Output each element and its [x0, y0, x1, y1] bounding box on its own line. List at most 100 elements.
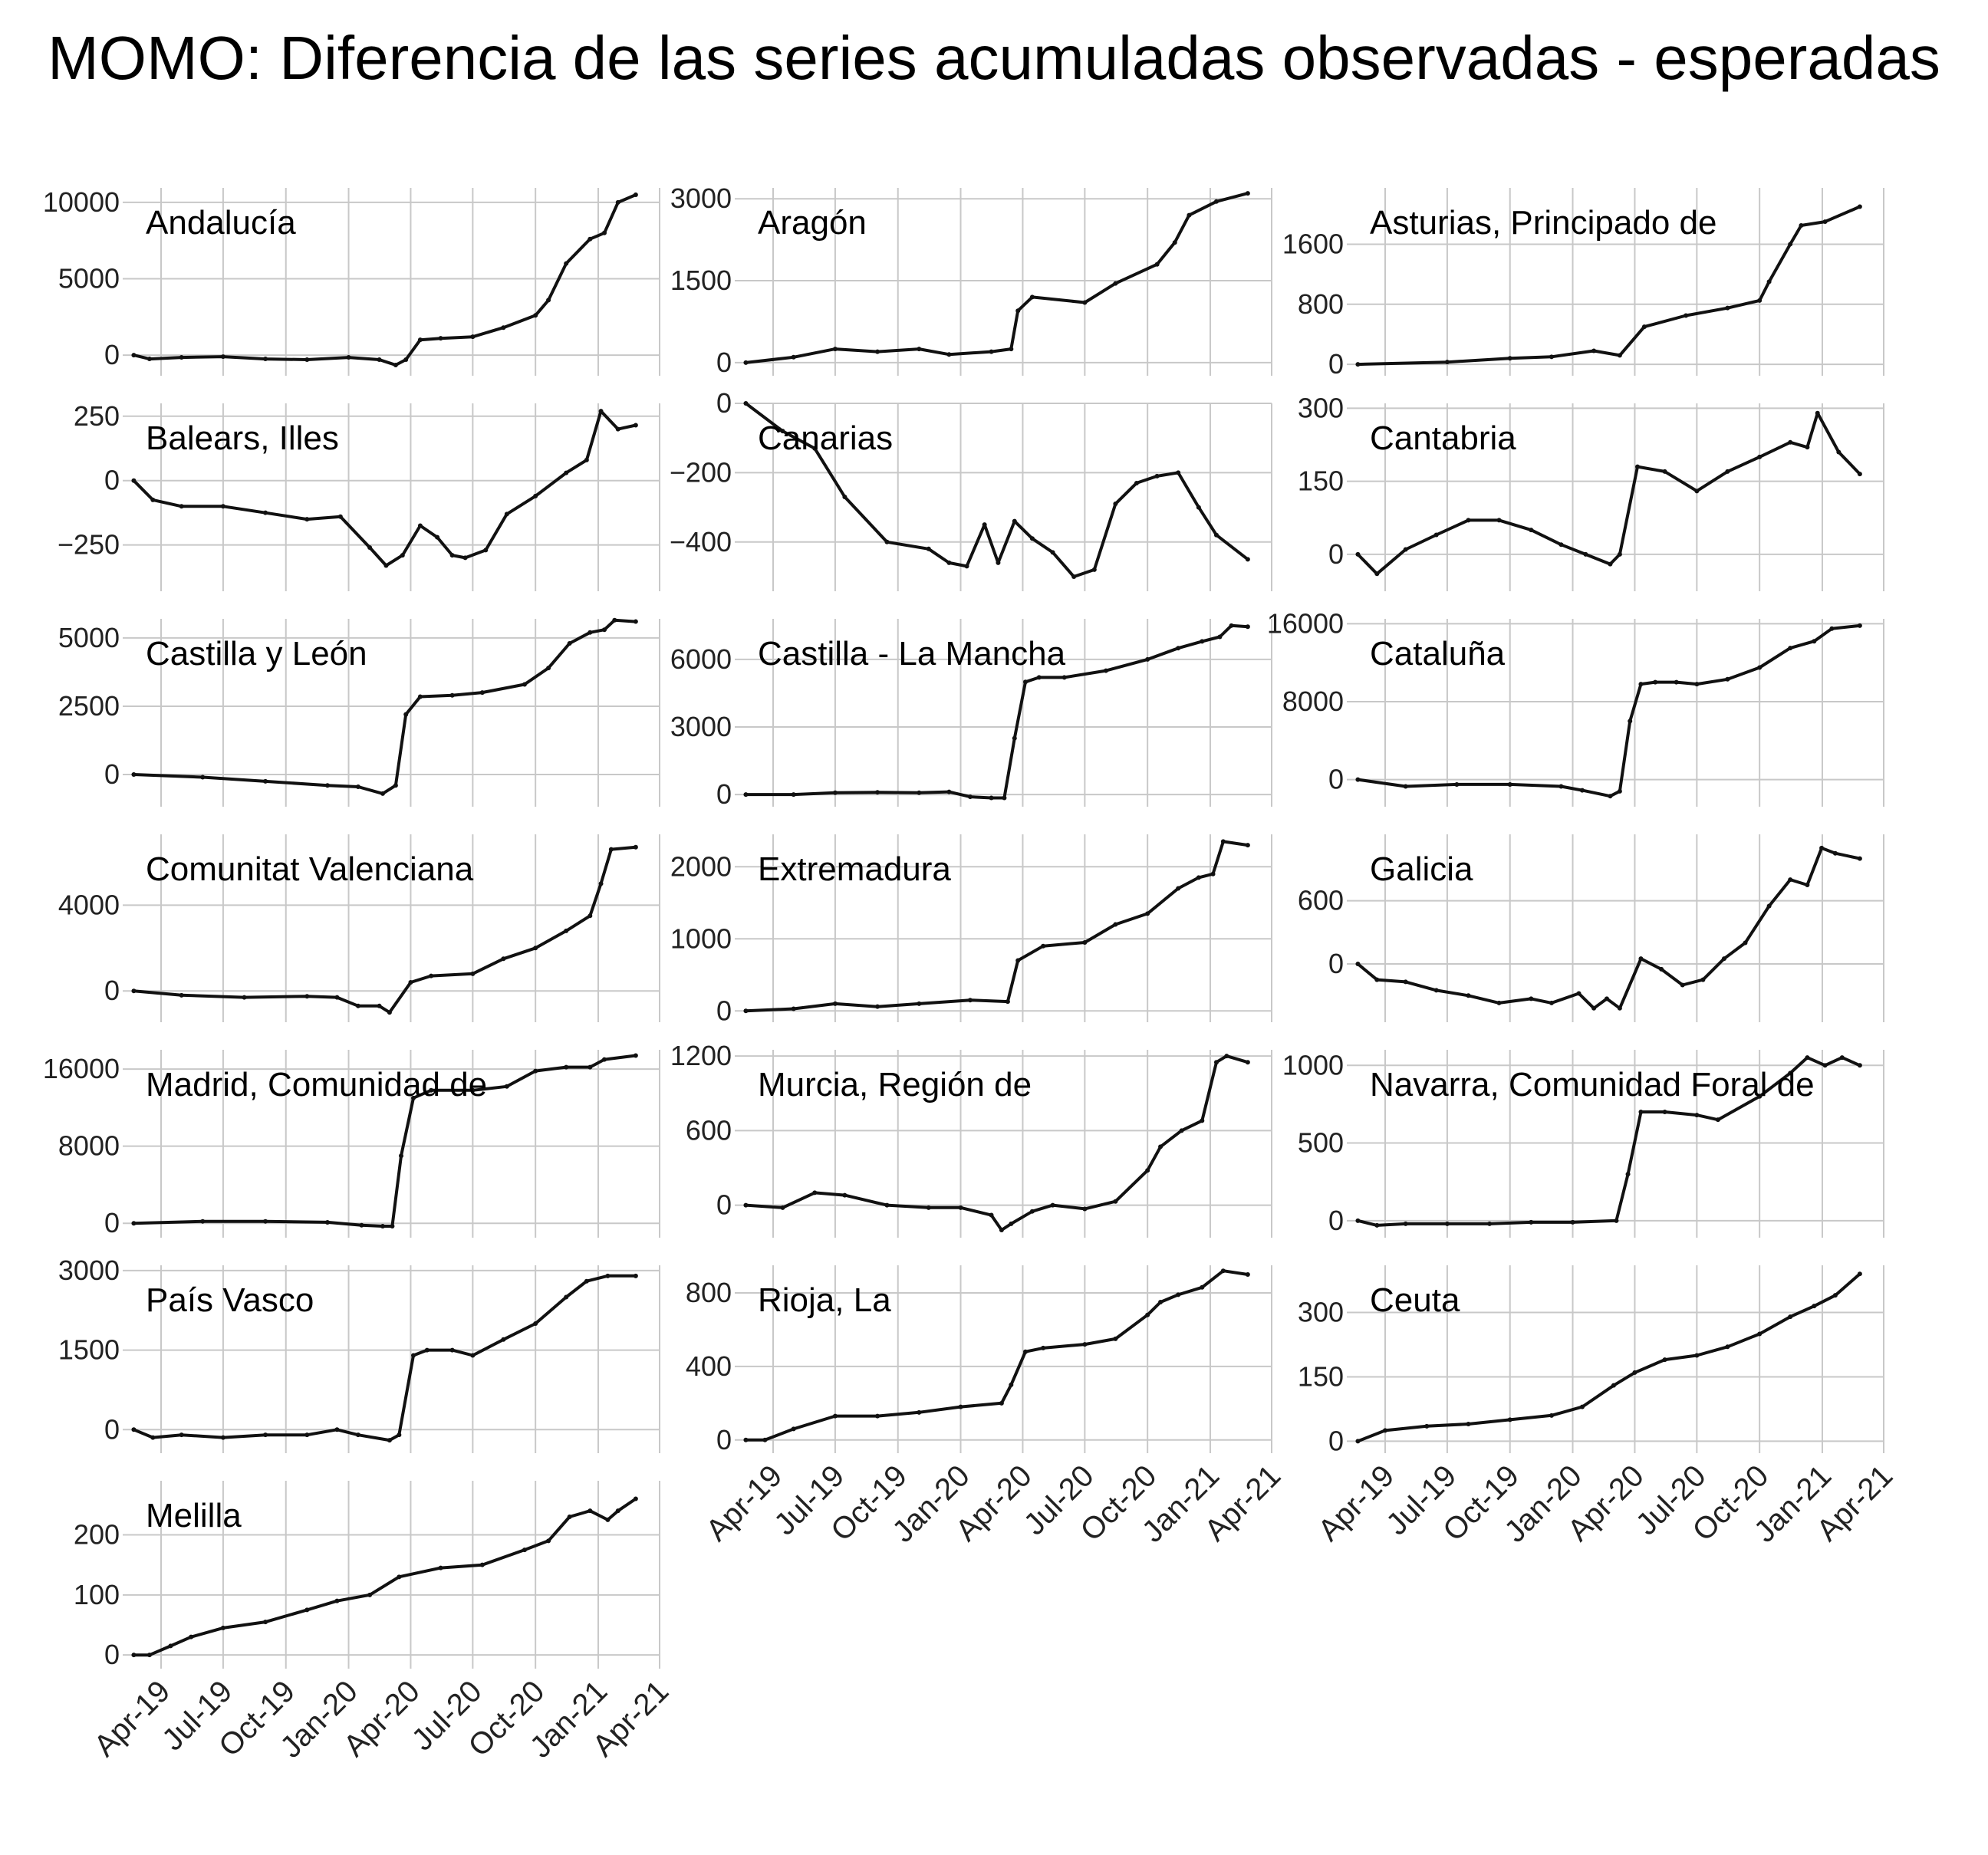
x-tick-label: Apr-19	[87, 1674, 176, 1763]
data-point	[546, 298, 551, 303]
data-point	[1113, 922, 1118, 927]
data-point	[470, 971, 476, 976]
data-point	[1662, 469, 1667, 474]
data-point	[411, 1095, 416, 1100]
data-point	[1725, 469, 1730, 474]
data-point	[946, 352, 952, 357]
y-tick-label: 200	[74, 1519, 120, 1551]
data-point	[1023, 679, 1029, 685]
y-tick-label: 0	[716, 1189, 732, 1221]
data-point	[1433, 532, 1439, 538]
data-point	[1576, 991, 1582, 996]
data-point	[220, 504, 225, 509]
data-point	[615, 1508, 620, 1514]
data-point	[1721, 956, 1726, 962]
data-point	[1617, 1005, 1622, 1011]
data-point	[1604, 996, 1609, 1002]
data-point	[1103, 668, 1108, 673]
data-point	[588, 913, 593, 919]
data-point	[1009, 1382, 1014, 1387]
data-point	[131, 478, 137, 483]
facet-panel: 0 500 1000 Navarra, Comunidad Foral de	[1282, 1049, 1884, 1238]
data-point	[1179, 1128, 1184, 1133]
data-point	[220, 354, 225, 360]
data-point	[588, 236, 593, 242]
data-point	[1628, 719, 1633, 724]
data-point	[397, 1432, 402, 1438]
data-point	[967, 998, 973, 1003]
data-point	[355, 1432, 360, 1438]
data-point	[832, 1413, 838, 1419]
y-tick-label: 8000	[58, 1130, 120, 1162]
data-point	[242, 995, 247, 1000]
data-point	[1805, 882, 1810, 887]
data-point	[1529, 528, 1534, 533]
data-point	[179, 504, 184, 509]
data-point	[1403, 1221, 1408, 1226]
data-point	[304, 994, 310, 999]
data-point	[377, 357, 382, 363]
data-point	[584, 1278, 589, 1284]
data-point	[780, 1205, 785, 1210]
y-tick-label: 3000	[670, 183, 732, 214]
y-tick-label: 0	[104, 465, 120, 496]
data-point	[1659, 966, 1664, 972]
data-point	[449, 1347, 455, 1353]
data-point	[1822, 1063, 1828, 1068]
y-tick-label: 0	[104, 1207, 120, 1238]
data-point	[179, 355, 184, 360]
y-tick-label: 300	[1298, 1297, 1344, 1328]
y-tick-label: 0	[1328, 948, 1344, 979]
y-tick-label: 4000	[58, 889, 120, 920]
x-tick-label: Apr-19	[1312, 1459, 1400, 1547]
y-tick-label: 0	[716, 778, 732, 810]
y-tick-label: 0	[716, 387, 732, 419]
data-point	[1857, 623, 1862, 628]
data-point	[1220, 1268, 1226, 1274]
data-point	[1638, 1110, 1644, 1115]
data-point	[1832, 1293, 1838, 1298]
data-point	[501, 325, 506, 331]
panel-label: Aragón	[758, 204, 867, 242]
data-point	[791, 792, 796, 798]
data-point	[304, 517, 310, 522]
data-point	[533, 493, 538, 498]
page-title: MOMO: Diferencia de las series acumulada…	[48, 24, 1940, 92]
data-point	[743, 792, 749, 798]
data-point	[501, 1337, 506, 1342]
data-point	[200, 1219, 206, 1224]
data-point	[832, 1001, 838, 1006]
data-point	[449, 692, 455, 698]
data-point	[1757, 454, 1763, 459]
data-point	[533, 313, 538, 318]
data-point	[1036, 675, 1042, 680]
data-point	[483, 548, 489, 553]
panel-label: Ceuta	[1370, 1281, 1460, 1319]
data-point	[131, 1427, 137, 1432]
data-point	[131, 988, 137, 994]
data-point	[399, 1153, 404, 1159]
data-point	[875, 1004, 880, 1009]
data-point	[989, 349, 994, 354]
data-point	[842, 1192, 848, 1198]
data-point	[417, 523, 423, 528]
data-point	[926, 546, 931, 551]
data-point	[1725, 1344, 1730, 1350]
data-point	[1857, 1271, 1862, 1277]
data-point	[1549, 1413, 1554, 1418]
data-point	[387, 1438, 392, 1443]
facet-panel: 0 8000 16000 Cataluña	[1267, 607, 1884, 807]
data-point	[383, 563, 389, 568]
data-point	[1374, 977, 1380, 982]
data-point	[1433, 988, 1439, 993]
facet-panel: 0 4000 Comunitat Valenciana	[58, 834, 660, 1022]
data-point	[324, 1219, 330, 1225]
data-point	[917, 1001, 922, 1006]
data-point	[533, 1321, 538, 1327]
data-point	[417, 694, 423, 699]
data-point	[1154, 261, 1160, 267]
y-tick-label: 10000	[43, 186, 120, 218]
series-line	[132, 618, 637, 795]
data-point	[367, 1592, 373, 1597]
data-point	[812, 446, 818, 451]
